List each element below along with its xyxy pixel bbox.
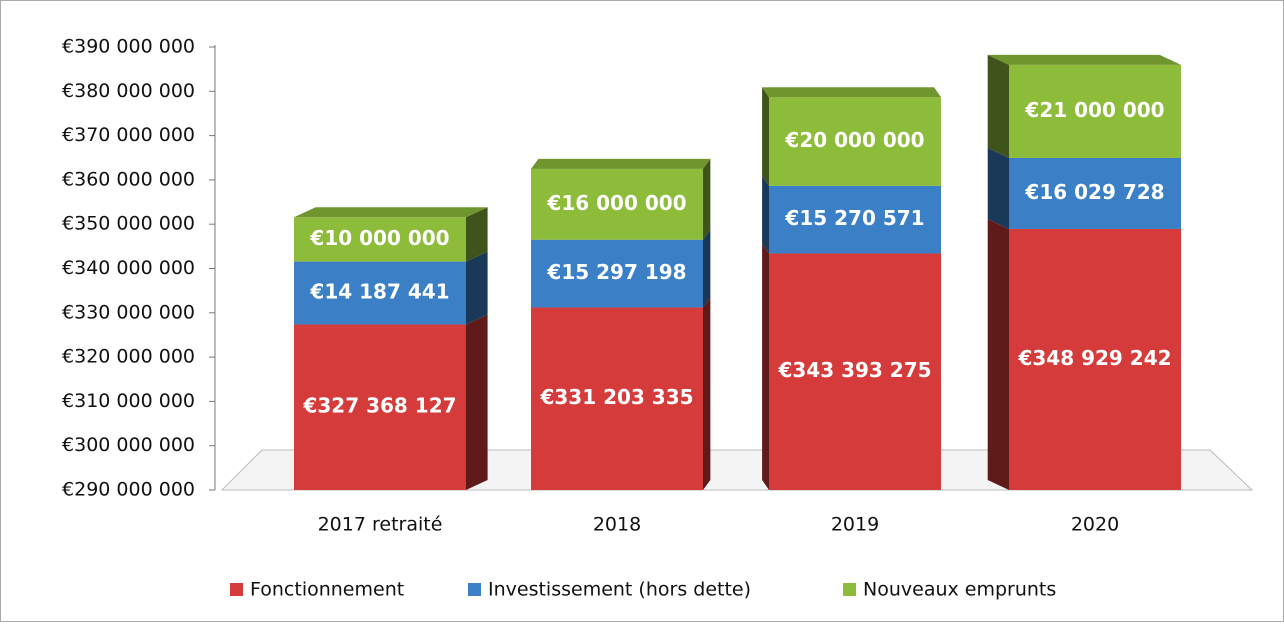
- y-tick-label: €370 000 000: [62, 124, 195, 146]
- bar-side: [987, 218, 1009, 490]
- x-tick-label: 2020: [1071, 514, 1119, 536]
- value-label: €21 000 000: [1024, 98, 1164, 122]
- bar-top: [294, 207, 488, 218]
- value-label: €14 187 441: [309, 280, 449, 304]
- bar-segment: [1009, 228, 1181, 490]
- bar-segment: [294, 324, 466, 490]
- bar-side: [466, 314, 488, 490]
- y-tick-label: €340 000 000: [62, 257, 195, 279]
- legend-swatch: [843, 583, 856, 596]
- bar-side: [762, 87, 769, 186]
- bar-segment: [1009, 64, 1181, 158]
- value-label: €16 000 000: [546, 191, 686, 215]
- x-tick-label: 2017 retraité: [318, 514, 443, 536]
- bar-top: [762, 87, 941, 98]
- value-label: €331 203 335: [539, 385, 693, 409]
- bar-segment: [531, 239, 703, 308]
- y-tick-label: €380 000 000: [62, 80, 195, 102]
- value-label: €15 297 198: [546, 260, 686, 284]
- y-tick-label: €320 000 000: [62, 346, 195, 368]
- bar-segment: [769, 253, 941, 490]
- y-tick-label: €290 000 000: [62, 479, 195, 501]
- bar-side: [762, 175, 769, 254]
- x-tick-label: 2018: [593, 514, 641, 536]
- legend-label: Investissement (hors dette): [488, 579, 751, 601]
- value-label: €15 270 571: [784, 206, 924, 230]
- bar-side: [703, 297, 711, 490]
- bar-side: [762, 243, 769, 490]
- bar-side: [466, 207, 488, 262]
- value-label: €10 000 000: [309, 226, 449, 250]
- bar-side: [466, 251, 488, 325]
- bar-segment: [769, 97, 941, 186]
- legend-label: Nouveaux emprunts: [863, 579, 1056, 601]
- bar-segment: [1009, 157, 1181, 229]
- bar-top: [987, 54, 1181, 65]
- bar-side: [703, 229, 711, 308]
- value-label: €348 929 242: [1017, 346, 1171, 370]
- bar-side: [987, 54, 1009, 158]
- legend-swatch: [468, 583, 481, 596]
- bar-top: [531, 158, 711, 169]
- y-tick-label: €360 000 000: [62, 168, 195, 190]
- y-tick-label: €330 000 000: [62, 301, 195, 323]
- bar-side: [703, 158, 711, 240]
- y-tick-label: €310 000 000: [62, 390, 195, 412]
- bar-segment: [769, 185, 941, 254]
- value-label: €20 000 000: [784, 128, 924, 152]
- bar-segment: [531, 168, 703, 240]
- y-tick-label: €390 000 000: [62, 36, 195, 58]
- y-tick-label: €300 000 000: [62, 434, 195, 456]
- legend-label: Fonctionnement: [250, 579, 404, 601]
- bar-segment: [294, 217, 466, 262]
- y-tick-label: €350 000 000: [62, 213, 195, 235]
- x-tick-label: 2019: [831, 514, 879, 536]
- value-label: €16 029 728: [1024, 180, 1164, 204]
- legend-swatch: [230, 583, 243, 596]
- value-label: €343 393 275: [777, 358, 931, 382]
- bar-side: [987, 147, 1009, 229]
- bar-segment: [294, 261, 466, 325]
- value-label: €327 368 127: [302, 394, 456, 418]
- bar-segment: [531, 307, 703, 490]
